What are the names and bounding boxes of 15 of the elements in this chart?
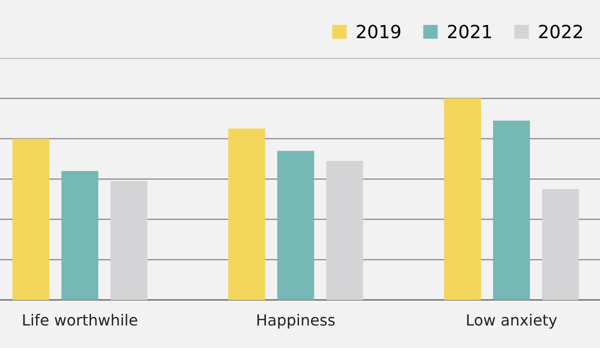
bar (542, 189, 579, 300)
x-tick-label: Low anxiety (467, 314, 557, 329)
bar (61, 170, 98, 300)
bar (326, 160, 364, 300)
legend-label: 2022 (539, 24, 582, 38)
x-tick-label: Life worthwhile (23, 314, 138, 326)
x-tick-label: Happiness (257, 314, 335, 329)
bar (444, 98, 481, 300)
bar (493, 120, 530, 300)
bar (228, 128, 266, 300)
bar (12, 138, 50, 300)
legend-label: 2019 (356, 24, 400, 38)
legend-label: 2021 (448, 24, 491, 38)
bar (277, 150, 314, 300)
bar (110, 181, 148, 300)
